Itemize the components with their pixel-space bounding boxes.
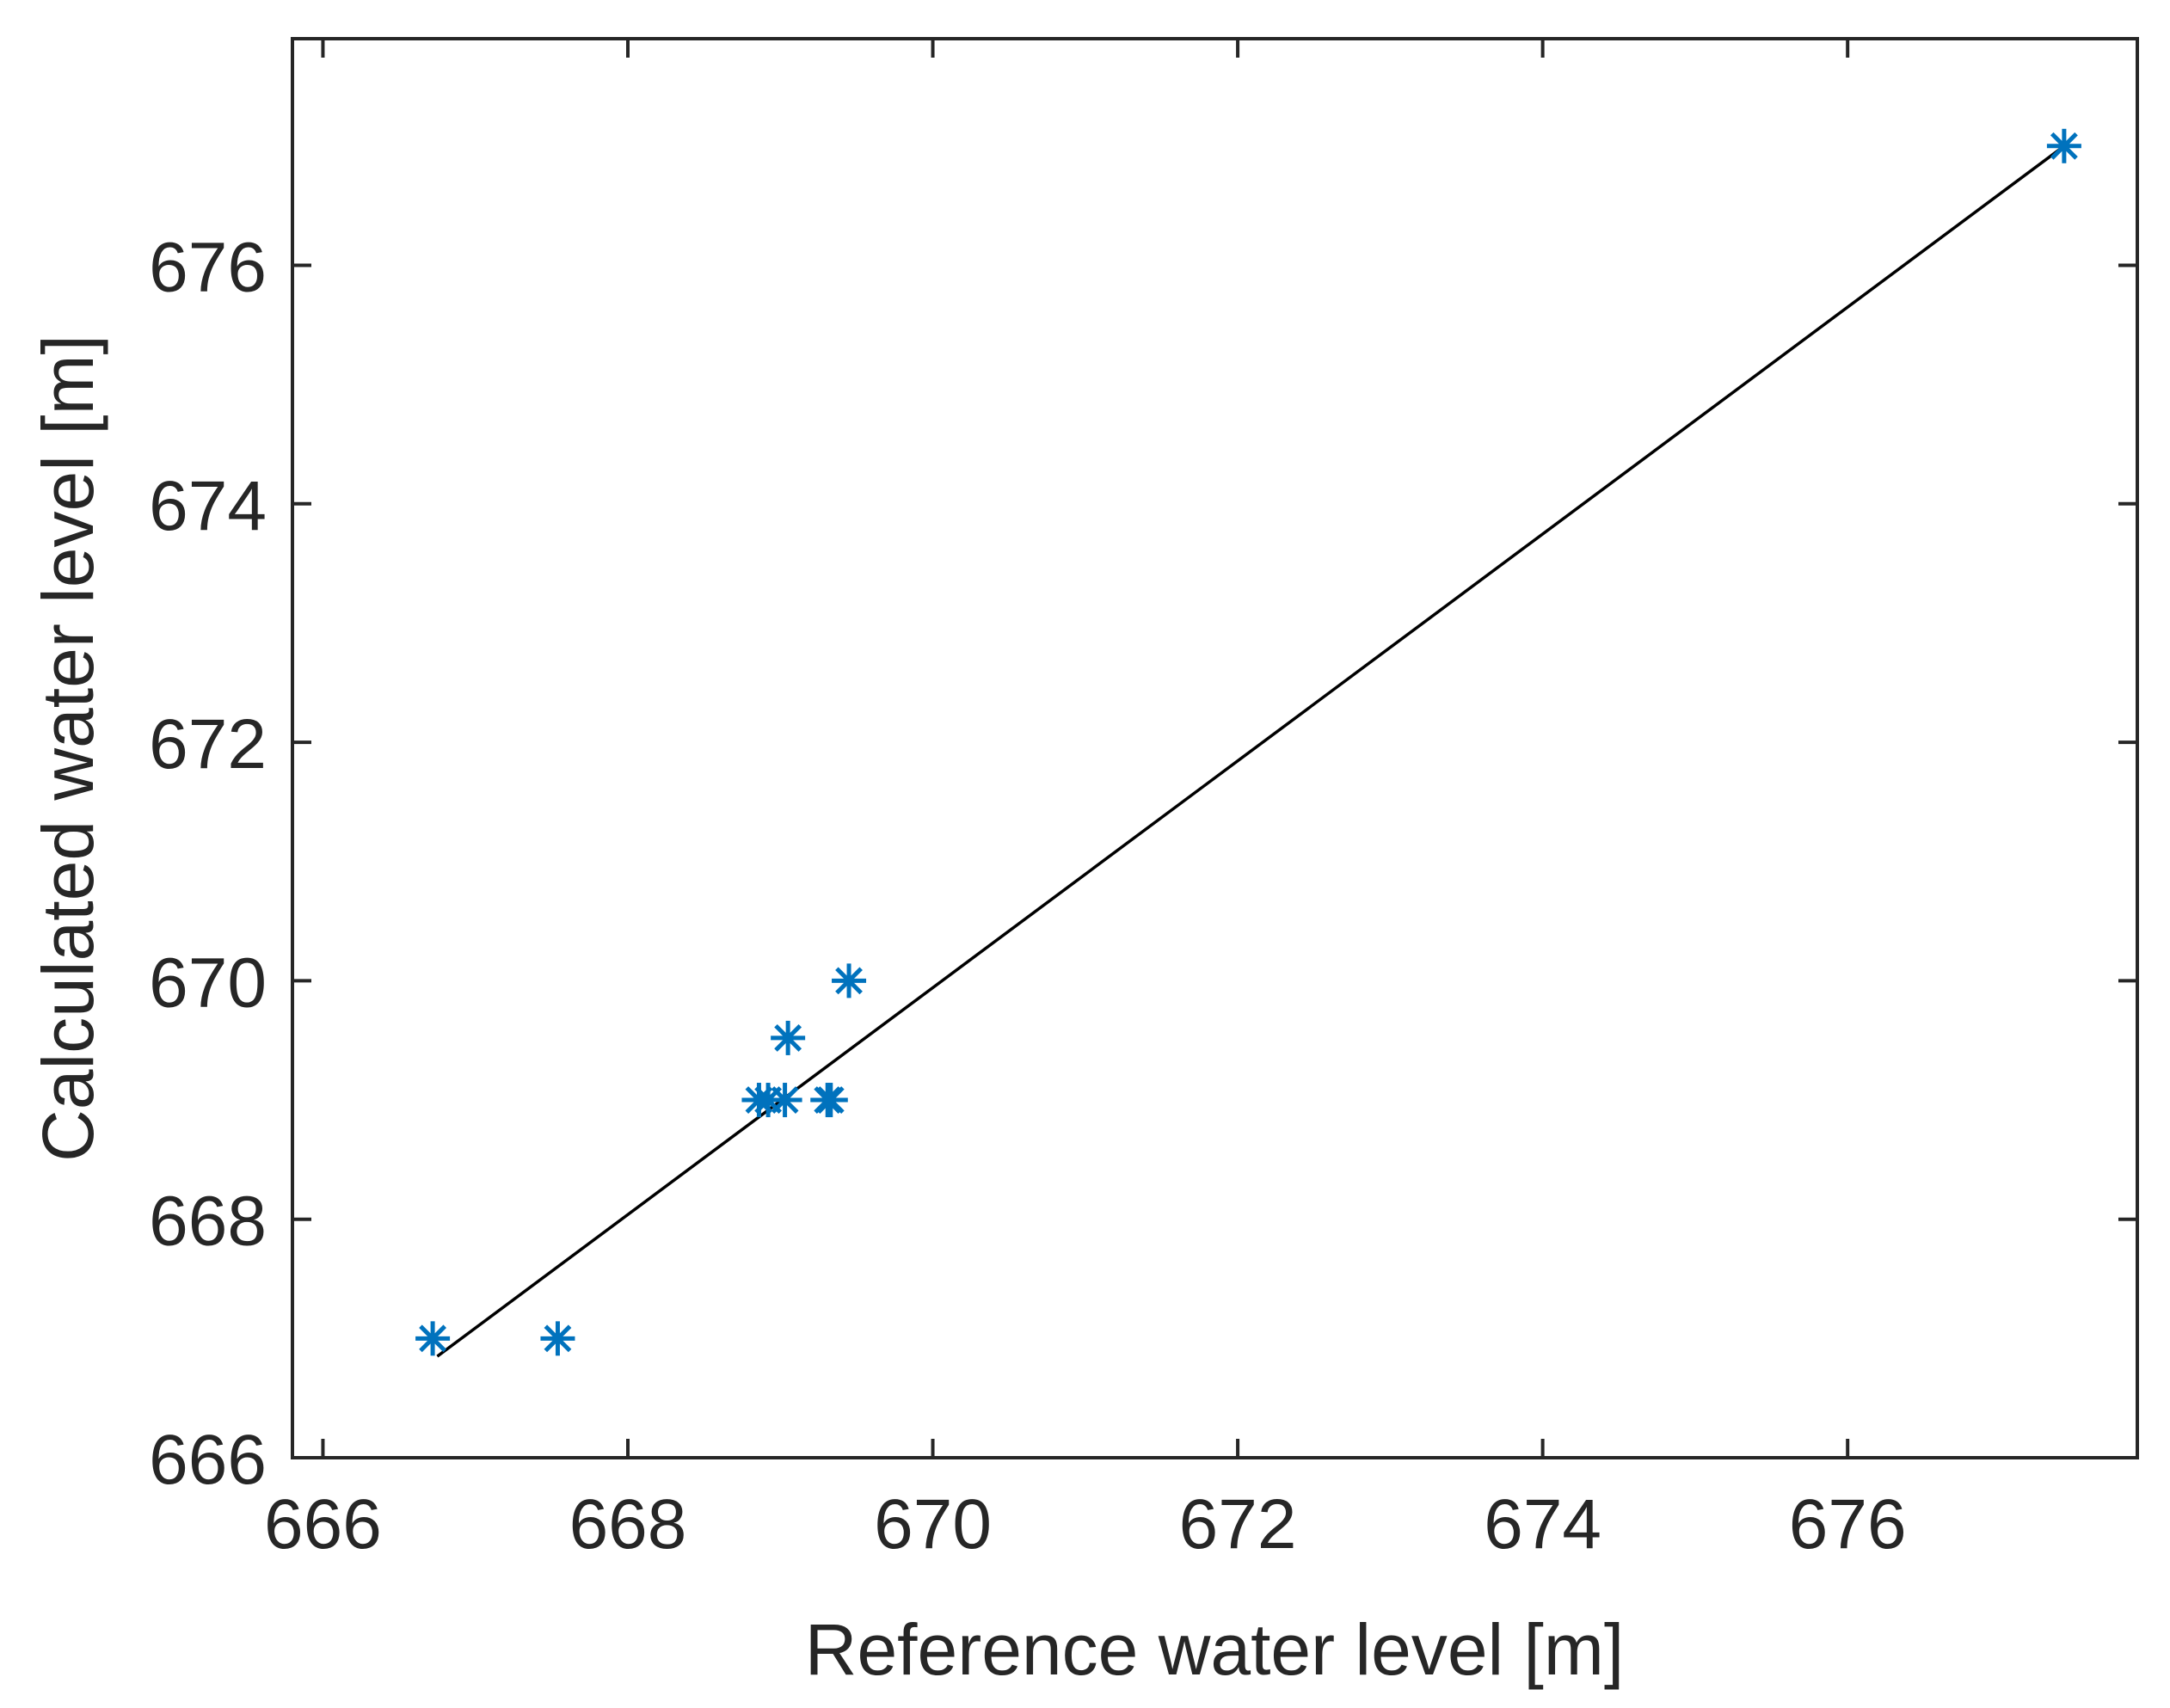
x-tick-label: 676: [1789, 1485, 1907, 1564]
y-tick-labels: 666 668 670 672 674 676: [149, 228, 267, 1499]
data-point: [767, 1083, 802, 1118]
x-tick-label: 668: [569, 1485, 687, 1564]
data-point: [832, 963, 867, 998]
y-tick-label: 672: [149, 705, 267, 783]
x-axis-title: Reference water level [m]: [805, 1609, 1624, 1690]
plot-axes-box: [291, 37, 2139, 1459]
fit-line: [436, 144, 2065, 1358]
points-layer: [415, 128, 2081, 1356]
data-point: [771, 1020, 806, 1055]
y-tick-label: 668: [149, 1183, 267, 1261]
x-tick-label: 672: [1179, 1485, 1297, 1564]
x-tick-label: 666: [264, 1485, 382, 1564]
y-tick-label: 674: [149, 467, 267, 545]
x-tick-label: 674: [1484, 1485, 1601, 1564]
y-tick-label: 670: [149, 943, 267, 1022]
x-tick-labels: 666 668 670 672 674 676: [264, 1485, 1907, 1564]
x-tick-label: 670: [874, 1485, 992, 1564]
data-point: [540, 1321, 575, 1356]
y-tick-label: 676: [149, 228, 267, 306]
data-point: [813, 1083, 848, 1118]
data-point: [415, 1321, 451, 1356]
y-tick-label: 666: [149, 1421, 267, 1499]
fit-line-layer: [436, 144, 2065, 1358]
data-point: [2046, 128, 2081, 163]
y-axis-title: Calculated water level [m]: [28, 335, 108, 1162]
